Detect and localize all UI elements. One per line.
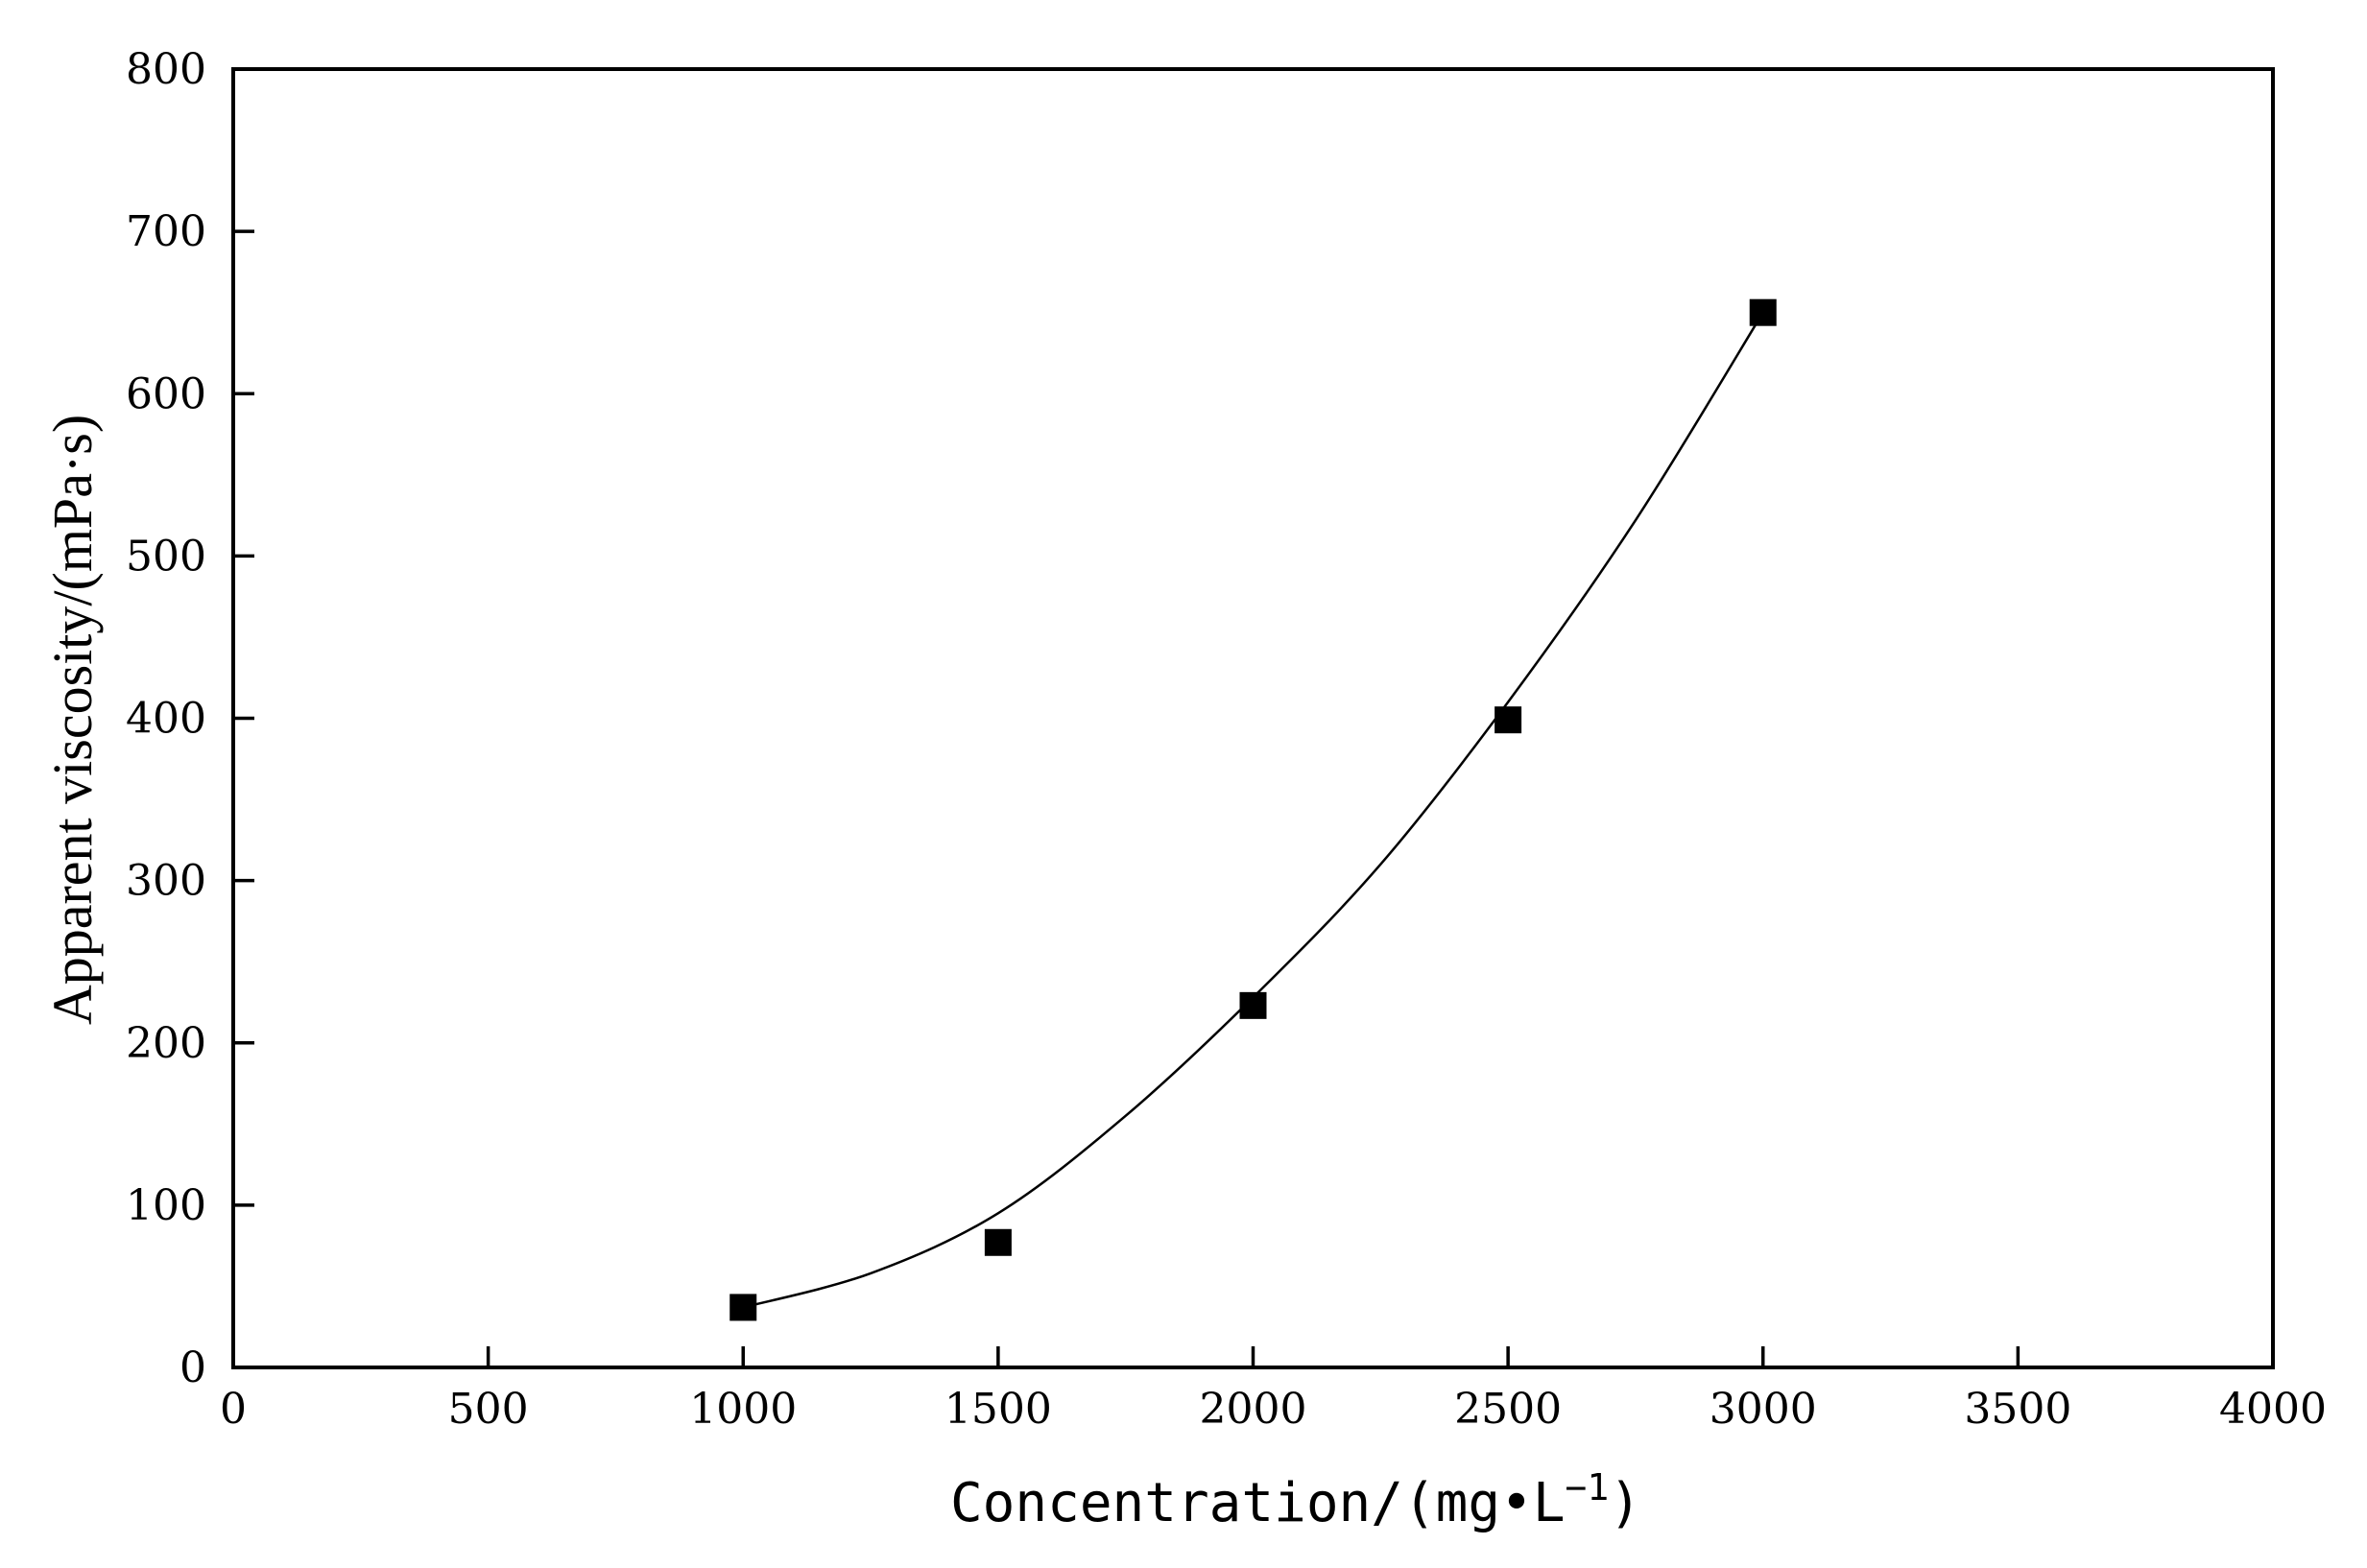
- fit-curve-line: [742, 312, 1764, 1309]
- y-tick-label: 400: [126, 695, 206, 744]
- data-point-square: [1494, 706, 1522, 734]
- x-tick-label: 2000: [1200, 1385, 1307, 1434]
- y-tick-label: 600: [126, 369, 206, 418]
- x-axis-label-superscript: −1: [1566, 1466, 1610, 1509]
- fit-curve-layer: [742, 312, 1764, 1309]
- x-tick-label: 1500: [944, 1385, 1052, 1434]
- x-tick-label: 2500: [1454, 1385, 1562, 1434]
- y-axis-label: Apparent viscosity/(mPa·s): [41, 415, 104, 1025]
- x-axis-label-text: Concentration/(mg•L: [950, 1472, 1566, 1534]
- data-point-square: [1239, 991, 1267, 1019]
- x-tick-label: 1000: [689, 1385, 797, 1434]
- plot-frame: [231, 67, 2275, 1369]
- data-point-square: [729, 1294, 757, 1321]
- data-points-layer: [729, 298, 1777, 1321]
- y-tick-label: 0: [179, 1343, 206, 1392]
- y-tick-label: 100: [126, 1181, 206, 1230]
- y-tick-label: 200: [126, 1019, 206, 1068]
- x-tick-label: 0: [220, 1385, 247, 1434]
- data-point-square: [1749, 298, 1777, 326]
- y-tick-label: 800: [126, 45, 206, 94]
- x-tick-label: 3500: [1964, 1385, 2071, 1434]
- x-axis-label: Concentration/(mg•L−1): [950, 1466, 1641, 1534]
- y-tick-label: 300: [126, 857, 206, 906]
- y-tick-label: 700: [126, 207, 206, 256]
- x-tick-label: 3000: [1710, 1385, 1817, 1434]
- y-tick-label: 500: [126, 532, 206, 581]
- data-point-square: [984, 1228, 1012, 1256]
- axis-labels-layer: Concentration/(mg•L−1) Apparent viscosit…: [41, 415, 1641, 1534]
- axes-layer: 0 500 1000 1500 2000 2500 3000 3500 4000 0 100 200 3…: [126, 45, 2327, 1434]
- x-axis-label-close: ): [1609, 1472, 1641, 1534]
- x-tick-label: 500: [448, 1385, 529, 1434]
- x-tick-label: 4000: [2219, 1385, 2327, 1434]
